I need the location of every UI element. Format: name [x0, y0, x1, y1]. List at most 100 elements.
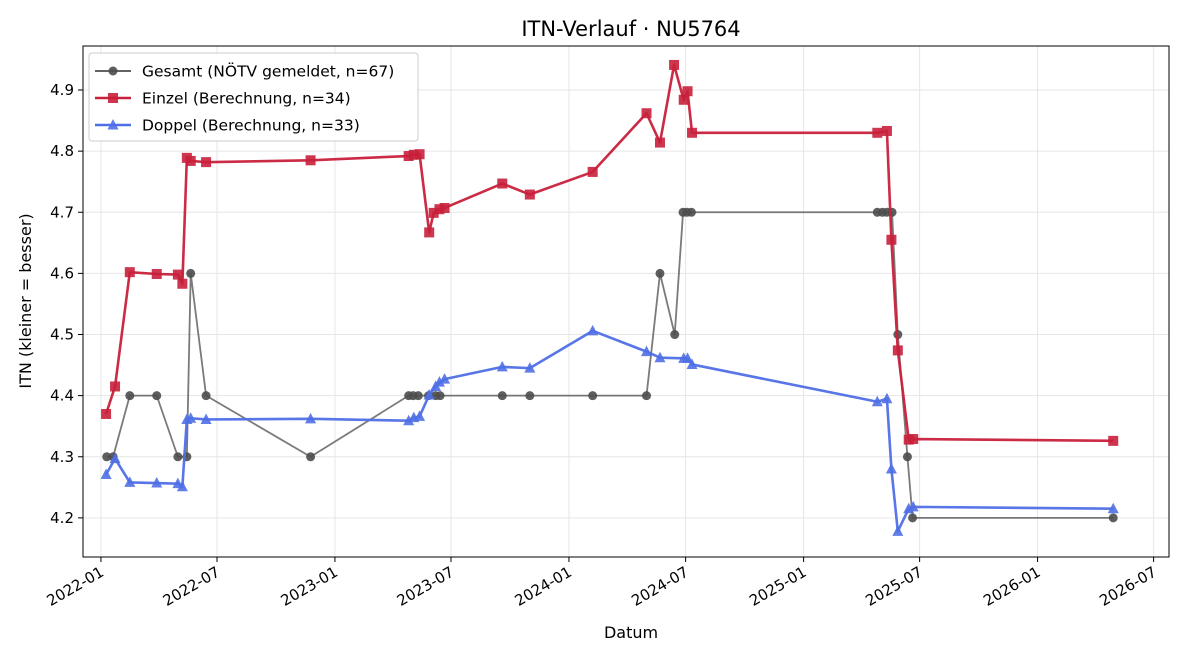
legend-label: Doppel (Berechnung, n=33)	[142, 117, 360, 135]
data-point	[881, 392, 893, 404]
data-point	[670, 330, 680, 340]
y-axis-label: ITN (kleiner = besser)	[16, 213, 35, 388]
data-point	[682, 86, 693, 97]
data-point	[497, 178, 508, 189]
legend: Gesamt (NÖTV gemeldet, n=67) Einzel (Bere…	[88, 52, 419, 142]
x-tick-label: 2022-07	[160, 563, 223, 610]
data-point	[101, 408, 112, 419]
data-point	[587, 324, 599, 336]
data-point	[654, 351, 666, 363]
data-point	[414, 410, 426, 421]
x-tick-label: 2023-01	[278, 563, 341, 610]
data-point	[434, 204, 445, 215]
data-point	[428, 207, 439, 218]
x-tick-label: 2024-01	[512, 563, 575, 610]
data-point	[408, 149, 419, 160]
x-axis: 2022-01 2022-07 2023-01 2023-07 2024-01 2024-…	[44, 557, 1160, 610]
data-point	[588, 391, 598, 401]
data-point	[201, 391, 211, 401]
data-point	[403, 414, 415, 426]
data-point	[305, 155, 316, 166]
series-line	[106, 211, 1114, 519]
data-point	[424, 227, 435, 238]
data-point	[439, 373, 451, 384]
y-tick-label: 4.4	[50, 387, 74, 405]
y-tick-label: 4.7	[50, 203, 74, 221]
data-point	[892, 345, 903, 356]
data-point	[881, 125, 892, 136]
data-point	[413, 391, 423, 401]
data-point	[403, 151, 414, 162]
data-point	[872, 127, 883, 138]
data-point	[902, 452, 912, 462]
series-doppel	[100, 324, 1119, 536]
legend-label: Einzel (Berechnung, n=34)	[142, 90, 351, 108]
data-point	[655, 268, 665, 278]
data-point	[125, 391, 135, 401]
data-point	[587, 166, 598, 177]
data-point	[525, 391, 535, 401]
data-point	[186, 268, 196, 278]
data-point	[200, 413, 212, 424]
data-point	[100, 468, 112, 479]
legend-entry: Einzel (Berechnung, n=34)	[95, 90, 351, 108]
legend-box	[88, 52, 419, 142]
data-point	[886, 234, 897, 245]
data-point	[185, 155, 196, 166]
legend-marker	[108, 66, 118, 76]
data-point	[1107, 502, 1119, 514]
plot-frame	[82, 45, 1170, 558]
data-point	[871, 395, 883, 407]
data-point	[669, 59, 680, 70]
data-point	[306, 452, 316, 462]
data-point	[305, 412, 317, 424]
x-tick-label: 2025-07	[862, 563, 925, 610]
data-point	[176, 480, 188, 492]
data-point	[177, 278, 188, 289]
data-point	[686, 207, 696, 217]
data-point	[1108, 435, 1119, 446]
data-point	[102, 452, 112, 462]
x-tick-label: 2026-07	[1096, 563, 1159, 610]
x-tick-label: 2026-01	[980, 563, 1043, 610]
data-point	[687, 127, 698, 138]
x-tick-label: 2025-01	[746, 563, 809, 610]
x-tick-label: 2024-07	[628, 563, 691, 610]
legend-marker	[107, 119, 119, 130]
series-layer	[100, 59, 1119, 536]
y-tick-label: 4.5	[50, 326, 74, 344]
series-line	[104, 329, 1114, 533]
legend-marker	[108, 93, 118, 103]
y-tick-label: 4.3	[50, 448, 74, 466]
data-point	[641, 345, 653, 357]
data-point	[435, 391, 445, 401]
data-point	[892, 525, 904, 536]
data-point	[185, 412, 197, 423]
y-tick-label: 4.2	[50, 509, 74, 527]
y-tick-label: 4.8	[50, 142, 74, 160]
data-point	[124, 476, 136, 487]
data-point	[172, 269, 183, 280]
legend-entry: Gesamt (NÖTV gemeldet, n=67)	[95, 62, 394, 81]
x-tick-label: 2022-01	[44, 563, 107, 610]
data-point	[678, 94, 689, 105]
data-point	[496, 360, 508, 372]
data-point	[151, 268, 162, 279]
data-point	[686, 358, 698, 369]
series-gesamt	[102, 207, 1118, 523]
data-point	[433, 376, 445, 387]
data-point	[201, 157, 212, 168]
series-einzel	[101, 59, 1119, 446]
x-tick-label: 2023-07	[394, 563, 457, 610]
data-point	[524, 189, 535, 200]
data-point	[497, 391, 507, 401]
x-axis-label: Datum	[604, 623, 658, 642]
data-point	[908, 434, 919, 445]
data-point	[682, 352, 694, 363]
data-point	[654, 137, 665, 148]
data-point	[110, 381, 121, 392]
data-point	[152, 391, 162, 401]
data-point	[908, 513, 918, 523]
data-point	[642, 391, 652, 401]
